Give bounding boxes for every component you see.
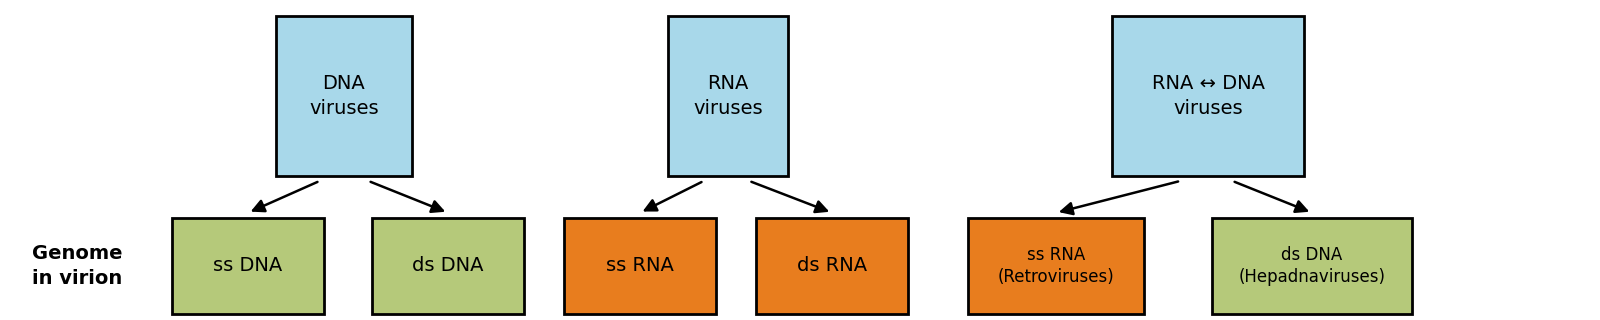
Text: Genome
in virion: Genome in virion [32, 244, 122, 288]
FancyBboxPatch shape [277, 16, 413, 176]
Text: DNA
viruses: DNA viruses [309, 74, 379, 118]
Text: ss RNA: ss RNA [606, 256, 674, 275]
Text: ds DNA: ds DNA [413, 256, 483, 275]
FancyBboxPatch shape [1213, 218, 1413, 314]
Text: ds RNA: ds RNA [797, 256, 867, 275]
Text: RNA ↔ DNA
viruses: RNA ↔ DNA viruses [1152, 74, 1264, 118]
FancyBboxPatch shape [173, 218, 323, 314]
Text: ss RNA
(Retroviruses): ss RNA (Retroviruses) [998, 245, 1114, 286]
FancyBboxPatch shape [968, 218, 1144, 314]
FancyBboxPatch shape [1112, 16, 1304, 176]
FancyBboxPatch shape [757, 218, 909, 314]
FancyBboxPatch shape [669, 16, 789, 176]
Text: RNA
viruses: RNA viruses [693, 74, 763, 118]
FancyBboxPatch shape [563, 218, 717, 314]
FancyBboxPatch shape [373, 218, 525, 314]
Text: ss DNA: ss DNA [213, 256, 283, 275]
Text: ds DNA
(Hepadnaviruses): ds DNA (Hepadnaviruses) [1238, 245, 1386, 286]
